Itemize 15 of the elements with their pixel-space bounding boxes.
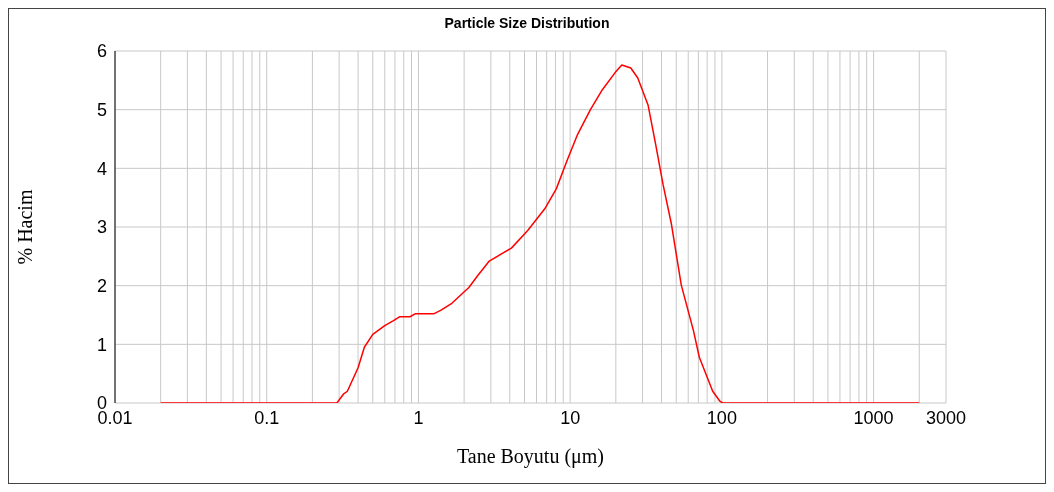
x-tick-label: 1000 [853, 407, 894, 428]
x-tick-label: 3000 [925, 407, 967, 428]
x-tick-label: 0.1 [254, 407, 280, 428]
y-tick-label: 1 [96, 334, 107, 355]
x-tick-label: 1 [413, 407, 424, 428]
x-axis-title: Tane Boyutu (μm) [456, 445, 605, 468]
y-tick-label: 3 [96, 217, 107, 238]
chart-title: Particle Size Distribution [443, 15, 611, 31]
y-axis-title: % Hacim [14, 189, 37, 265]
x-tick-label: 10 [560, 407, 581, 428]
y-tick-label: 2 [96, 276, 107, 297]
y-tick-label: 5 [96, 100, 107, 121]
y-tick-label: 6 [96, 41, 107, 62]
x-tick-label: 100 [706, 407, 737, 428]
y-tick-label: 4 [96, 158, 107, 179]
